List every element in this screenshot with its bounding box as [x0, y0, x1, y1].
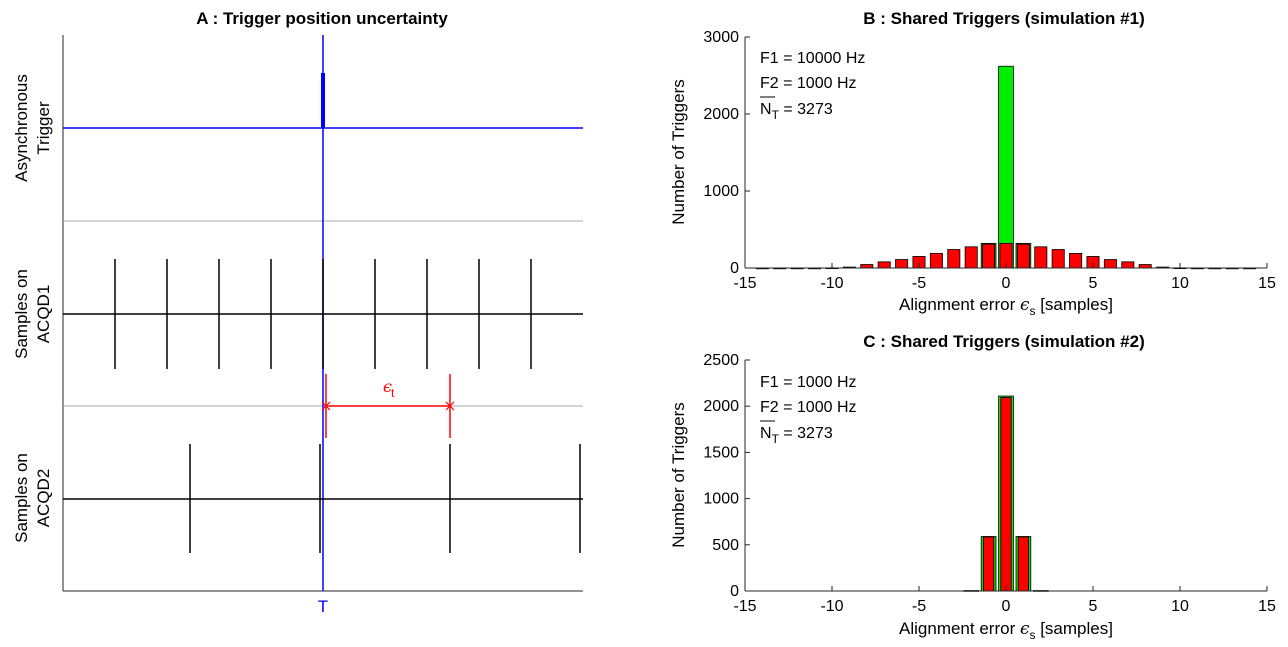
- panel-c-bars: [963, 395, 1049, 592]
- panel-b-nt-label: N: [760, 101, 772, 118]
- x-tick-label: -5: [912, 275, 926, 292]
- panel-b-xlabel-prefix: Alignment error: [899, 295, 1020, 314]
- row-label-trigger-line2: Trigger: [34, 101, 53, 155]
- y-tick-label: 2000: [703, 106, 739, 123]
- x-tick-label: 5: [1089, 275, 1098, 292]
- panel-b-nt-sub: T: [772, 108, 780, 122]
- panel-c-ylabel: Number of Triggers: [669, 402, 688, 548]
- panel-b-red-bar: [1103, 259, 1117, 269]
- y-tick-label: 0: [730, 260, 739, 277]
- x-tick-label: 10: [1171, 275, 1189, 292]
- panel-b-red-bar: [1034, 246, 1048, 269]
- y-tick-label: 0: [730, 583, 739, 600]
- panel-c-annotation-nt: NT = 3273: [760, 425, 833, 446]
- panel-b-y-ticks: 0 1000 2000 3000: [703, 29, 750, 277]
- x-tick-label: 15: [1258, 275, 1276, 292]
- panel-c-annotation-f2: F2 = 1000 Hz: [760, 399, 857, 416]
- y-tick-label: 500: [712, 537, 739, 554]
- panel-b-ylabel: Number of Triggers: [669, 79, 688, 225]
- panel-b-title: B : Shared Triggers (simulation #1): [863, 9, 1145, 28]
- panel-c-xlabel-symbol: ϵ: [1020, 619, 1030, 639]
- panel-c-nt-value: = 3273: [779, 425, 833, 442]
- acqd2-sample-ticks: [189, 444, 581, 553]
- x-tick-label: 5: [1089, 598, 1098, 615]
- panel-b-red-bar: [947, 249, 961, 269]
- x-tick-label: -15: [733, 275, 756, 292]
- panel-b-annotation-f1: F1 = 10000 Hz: [760, 50, 865, 67]
- y-tick-label: 1000: [703, 183, 739, 200]
- panel-b-xlabel: Alignment error ϵs [samples]: [899, 295, 1113, 318]
- panel-c-red-bar: [1000, 397, 1012, 592]
- panel-b-bars: [755, 65, 1257, 270]
- epsilon-t-subscript: t: [391, 386, 395, 400]
- x-tick-label: -5: [912, 598, 926, 615]
- panel-b-red-bar: [860, 264, 874, 269]
- x-tick-label: 0: [1002, 275, 1011, 292]
- panel-c-nt-label: N: [760, 425, 772, 442]
- row-label-acqd1-line1: Samples on: [12, 269, 31, 359]
- panel-c-nt-sub: T: [772, 432, 780, 446]
- panel-c-xlabel-prefix: Alignment error: [899, 619, 1020, 638]
- panel-c-y-ticks: 0 500 1000 1500 2000 2500: [703, 352, 750, 600]
- panel-b-red-bar: [964, 246, 978, 269]
- panel-b-red-bar: [1138, 264, 1152, 269]
- panel-c-histogram: C : Shared Triggers (simulation #2) -15-…: [669, 332, 1276, 642]
- panel-a-diagram: A : Trigger position uncertainty Asynchr…: [12, 9, 583, 616]
- panel-c-red-bar: [1017, 536, 1030, 592]
- x-tick-label: 15: [1258, 598, 1276, 615]
- panel-b-red-bar: [982, 243, 996, 269]
- panel-c-annotation-f1: F1 = 1000 Hz: [760, 374, 857, 391]
- panel-c-xlabel-suffix: [samples]: [1035, 619, 1112, 638]
- panel-b-x-ticks: -15 -10 -5 0 5 10 15: [733, 263, 1276, 292]
- panel-a-title: A : Trigger position uncertainty: [196, 9, 448, 28]
- row-label-acqd2-line1: Samples on: [12, 453, 31, 543]
- panel-b-red-bar: [895, 259, 909, 269]
- panel-b-xlabel-symbol: ϵ: [1020, 295, 1030, 315]
- row-label-acqd2-line2: ACQD2: [34, 469, 53, 528]
- panel-b-histogram: B : Shared Triggers (simulation #1) -15-…: [669, 9, 1276, 318]
- acqd1-sample-ticks: [114, 259, 532, 369]
- trigger-time-label: T: [318, 597, 328, 616]
- panel-b-red-bar: [1051, 249, 1065, 269]
- y-tick-label: 2000: [703, 398, 739, 415]
- x-tick-label: -10: [820, 275, 843, 292]
- panel-b-red-bar: [1016, 243, 1030, 269]
- panel-b-green-bar: [998, 65, 1014, 269]
- panel-c-x-ticks: -15 -10 -5 0 5 10 15: [733, 586, 1276, 615]
- panel-b-xlabel-suffix: [samples]: [1035, 295, 1112, 314]
- panel-b-xlabel-sub: s: [1029, 304, 1035, 318]
- panel-b-annotation-f2: F2 = 1000 Hz: [760, 75, 857, 92]
- panel-b-annotation-nt: NT = 3273: [760, 101, 833, 122]
- panel-b-nt-value: = 3273: [779, 101, 833, 118]
- x-tick-label: 0: [1002, 598, 1011, 615]
- x-tick-label: 10: [1171, 598, 1189, 615]
- y-tick-label: 2500: [703, 352, 739, 369]
- row-label-acqd1-line2: ACQD1: [34, 285, 53, 344]
- panel-b-red-bar: [877, 261, 891, 269]
- panel-c-title: C : Shared Triggers (simulation #2): [863, 332, 1145, 351]
- x-tick-label: -15: [733, 598, 756, 615]
- panel-b-red-bar: [929, 252, 943, 269]
- epsilon-left-cross: [321, 401, 331, 411]
- y-tick-label: 1000: [703, 491, 739, 508]
- panel-c-xlabel-sub: s: [1029, 628, 1035, 642]
- epsilon-t-symbol: ϵ: [383, 377, 392, 396]
- y-tick-label: 3000: [703, 29, 739, 46]
- panel-b-red-bar: [1069, 252, 1083, 269]
- epsilon-right-cross: [445, 401, 455, 411]
- row-label-trigger-line1: Asynchronous: [12, 74, 31, 182]
- y-tick-label: 1500: [703, 444, 739, 461]
- epsilon-t-marker: ϵ t: [321, 374, 455, 438]
- x-tick-label: -10: [820, 598, 843, 615]
- panel-c-red-bar: [982, 536, 995, 592]
- panel-c-xlabel: Alignment error ϵs [samples]: [899, 619, 1113, 642]
- panel-b-red-bar: [1121, 261, 1135, 269]
